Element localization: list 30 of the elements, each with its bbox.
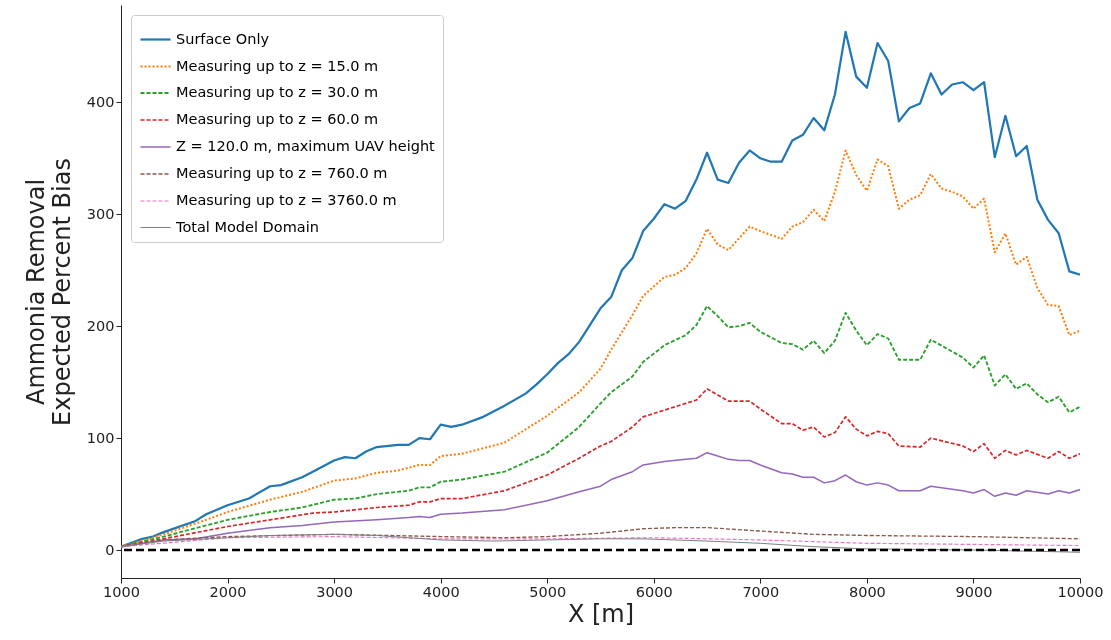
line-series bbox=[121, 305, 1080, 548]
x-tick-label: 4000 bbox=[422, 583, 460, 600]
y-tick-label: 300 bbox=[86, 205, 115, 222]
y-tick-label: 0 bbox=[105, 541, 115, 558]
x-tick-label: 9000 bbox=[955, 583, 993, 600]
x-axis-title: X [m] bbox=[567, 600, 635, 628]
x-tick-label: 2000 bbox=[209, 583, 247, 600]
legend-label: Measuring up to z = 30.0 m bbox=[176, 84, 379, 100]
legend-label: Measuring up to z = 15.0 m bbox=[176, 57, 379, 74]
legend-label: Total Model Domain bbox=[175, 218, 319, 235]
x-tick-label: 6000 bbox=[635, 583, 673, 600]
y-axis-title: Ammonia Removal Expected Percent Bias bbox=[21, 158, 76, 426]
legend-label: Measuring up to z = 3760.0 m bbox=[176, 192, 397, 208]
x-tick-label: 10000 bbox=[1057, 583, 1104, 600]
legend-label: Measuring up to z = 60.0 m bbox=[176, 111, 379, 127]
x-tick-label: 5000 bbox=[529, 583, 567, 600]
x-tick-label: 1000 bbox=[103, 583, 140, 600]
x-tick-label: 8000 bbox=[848, 583, 886, 600]
x-tick-label: 7000 bbox=[742, 583, 780, 600]
line-series bbox=[121, 30, 1080, 548]
y-tick-label: 200 bbox=[86, 317, 115, 334]
x-tick-label: 3000 bbox=[316, 583, 354, 600]
y-tick-label: 100 bbox=[86, 429, 115, 446]
line-series bbox=[121, 533, 1080, 553]
line-series bbox=[121, 526, 1080, 548]
y-tick-label: 400 bbox=[86, 93, 115, 110]
legend-label: Z = 120.0 m, maximum UAV height bbox=[176, 138, 436, 154]
legend-label: Measuring up to z = 760.0 m bbox=[176, 165, 388, 181]
legend-label: Surface Only bbox=[176, 30, 270, 47]
line-series bbox=[121, 451, 1080, 548]
